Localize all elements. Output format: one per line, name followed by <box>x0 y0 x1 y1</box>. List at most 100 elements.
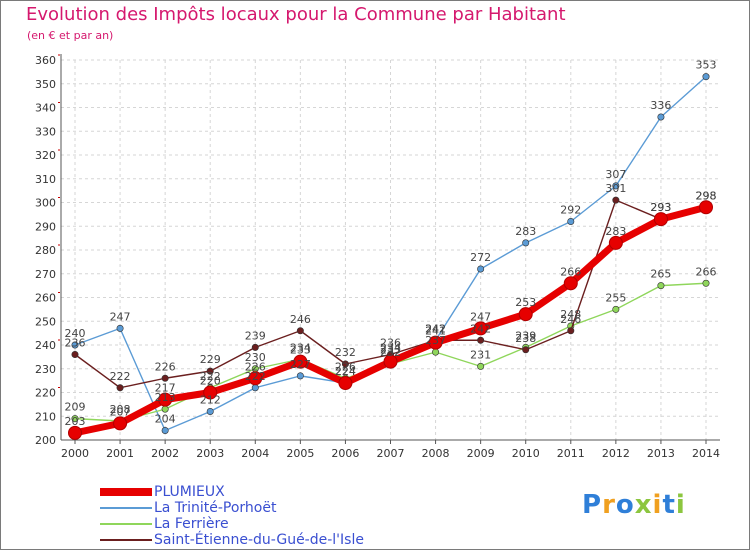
series-0-point <box>653 212 668 227</box>
series-0-point <box>293 354 308 369</box>
series-1-point <box>116 324 124 332</box>
y-tick-label: 270 <box>35 268 56 281</box>
series-0-value-label: 233 <box>380 344 401 357</box>
series-0-value-label: 266 <box>560 265 581 278</box>
series-0-point <box>518 307 533 322</box>
series-2-point <box>702 279 710 287</box>
series-0-point <box>473 321 488 336</box>
logo-letter: i <box>675 490 686 520</box>
series-2-value-label: 255 <box>605 291 626 304</box>
series-0-point <box>248 371 263 386</box>
series-2-value-label: 237 <box>425 334 446 347</box>
series-3-value-label: 232 <box>335 346 356 359</box>
series-1-point <box>161 426 169 434</box>
series-0-point <box>428 335 443 350</box>
x-tick-label: 2012 <box>602 447 630 460</box>
y-tick-label: 210 <box>35 410 56 423</box>
series-2-point <box>161 405 169 413</box>
series-1-value-label: 247 <box>110 310 131 323</box>
series-3-point <box>161 374 169 382</box>
series-2-value-label: 234 <box>290 341 311 354</box>
legend-swatch-plumieux <box>100 488 152 496</box>
logo-letter: t <box>662 490 676 520</box>
series-3-value-label: 236 <box>65 337 86 350</box>
series-layer <box>68 73 713 440</box>
series-1-point <box>522 239 530 247</box>
series-0-value-label: 224 <box>335 365 356 378</box>
series-1-point <box>71 341 79 349</box>
x-tick-label: 2008 <box>422 447 450 460</box>
series-3-point <box>522 346 530 354</box>
series-1-value-label: 227 <box>290 358 311 371</box>
x-tick-label: 2014 <box>692 447 720 460</box>
series-1-value-label: 307 <box>605 168 626 181</box>
series-3-value-label: 239 <box>245 329 266 342</box>
y-tick-label: 330 <box>35 125 56 138</box>
x-tick-label: 2010 <box>512 447 540 460</box>
series-2-value-label: 266 <box>696 265 717 278</box>
y-tick-label: 340 <box>35 102 56 115</box>
series-0-value-label: 241 <box>425 325 446 338</box>
series-3-point <box>341 360 349 368</box>
series-0-point <box>699 200 713 215</box>
series-2-point <box>432 348 440 356</box>
series-2-point <box>657 282 665 290</box>
y-tick-label: 220 <box>35 387 56 400</box>
series-3-value-label: 226 <box>155 360 176 373</box>
series-1-point <box>251 384 259 392</box>
series-0-point <box>68 425 82 440</box>
y-tick-label: 360 <box>35 54 56 67</box>
series-0-point <box>158 392 173 407</box>
y-tick-label: 280 <box>35 244 56 257</box>
series-3-point <box>206 367 214 375</box>
series-0-point <box>203 385 218 400</box>
logo-letter: o <box>615 490 635 520</box>
series-2-value-label: 213 <box>155 391 176 404</box>
y-tick-label: 290 <box>35 220 56 233</box>
series-3-value-label: 298 <box>696 189 717 202</box>
y-tick-label: 260 <box>35 292 56 305</box>
series-1-point <box>477 265 485 273</box>
x-tick-label: 2007 <box>377 447 405 460</box>
legend-swatch-la-trinite-porhoet <box>100 507 152 509</box>
series-0-value-label: 217 <box>155 382 176 395</box>
series-1-value-label: 272 <box>470 251 491 264</box>
x-tick-label: 2009 <box>467 447 495 460</box>
x-tick-label: 2006 <box>331 447 359 460</box>
series-3-value-label: 242 <box>470 322 491 335</box>
legend-label-saint-etienne: Saint-Étienne-du-Gué-de-l'Isle <box>154 532 364 548</box>
series-1-value-label: 283 <box>515 225 536 238</box>
series-1-value-label: 336 <box>650 99 671 112</box>
series-2-value-label: 232 <box>380 346 401 359</box>
series-0-value-label: 293 <box>650 201 671 214</box>
series-1-value-label: 353 <box>696 59 717 72</box>
y-tick-label: 240 <box>35 339 56 352</box>
series-2-point <box>71 415 79 423</box>
series-0-value-label: 203 <box>65 415 86 428</box>
series-2-point <box>477 362 485 370</box>
series-0-value-label: 226 <box>245 360 266 373</box>
series-0-value-label: 298 <box>696 189 717 202</box>
series-3-value-label: 222 <box>110 370 131 383</box>
proxiti-logo: Proxiti <box>582 490 686 520</box>
x-tick-label: 2001 <box>106 447 134 460</box>
x-tick-label: 2002 <box>151 447 179 460</box>
chart-title: Evolution des Impôts locaux pour la Comm… <box>26 4 566 25</box>
series-0-value-label: 207 <box>110 405 131 418</box>
logo-letter: P <box>582 490 603 520</box>
series-1-value-label: 222 <box>245 370 266 383</box>
series-3-value-label: 301 <box>605 182 626 195</box>
series-3-point <box>251 343 259 351</box>
x-tick-label: 2000 <box>61 447 89 460</box>
logo-letter: x <box>634 490 653 520</box>
series-3-value-label: 238 <box>515 332 536 345</box>
series-0-value-label: 253 <box>515 296 536 309</box>
series-0-value-label: 283 <box>605 225 626 238</box>
x-tick-label: 2011 <box>557 447 585 460</box>
data-label-layer: 2402472042122222272242342422722832923073… <box>65 59 717 428</box>
series-3-point <box>296 327 304 335</box>
series-0-value-label: 220 <box>200 375 221 388</box>
series-2-value-label: 265 <box>650 268 671 281</box>
logo-letter: i <box>652 490 663 520</box>
